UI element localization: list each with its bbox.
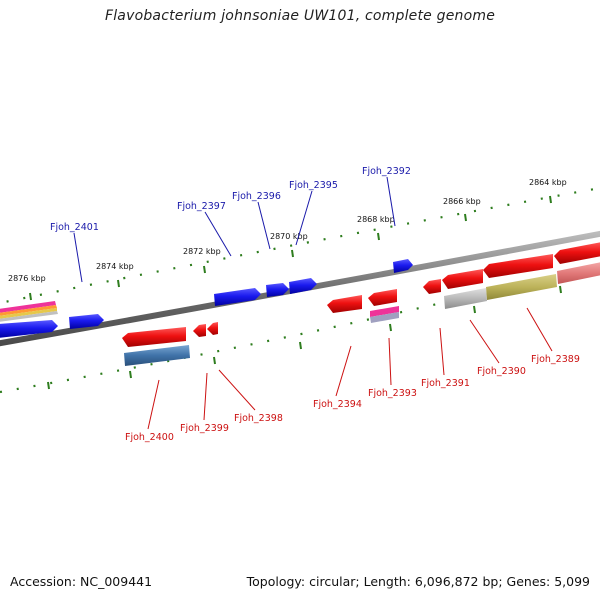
- leader-line: [295, 190, 313, 246]
- leader-line: [388, 337, 392, 386]
- reverse-gene-arrow[interactable]: [442, 269, 483, 289]
- major-tick: [117, 279, 120, 288]
- feature-bands-lower: [124, 262, 600, 366]
- major-tick: [129, 370, 132, 379]
- leader-line: [439, 327, 445, 376]
- forward-gene-arrow[interactable]: [393, 259, 413, 273]
- leader-line: [469, 319, 500, 364]
- major-tick: [213, 356, 216, 365]
- gene-label[interactable]: Fjoh_2390: [477, 366, 526, 377]
- major-tick: [549, 195, 552, 204]
- forward-gene-arrow[interactable]: [0, 320, 58, 338]
- feature-band: [370, 312, 399, 323]
- gene-label[interactable]: Fjoh_2394: [313, 399, 362, 410]
- feature-band: [0, 305, 57, 316]
- gene-label[interactable]: Fjoh_2401: [50, 222, 99, 233]
- reverse-gene-arrow[interactable]: [483, 254, 553, 278]
- reverse-gene-arrow[interactable]: [327, 295, 362, 313]
- major-ticks: [29, 195, 552, 301]
- feature-band: [486, 274, 557, 300]
- map-title: Flavobacterium johnsoniae UW101, complet…: [104, 8, 496, 24]
- major-tick: [464, 213, 467, 222]
- major-tick: [377, 232, 380, 241]
- kbp-label: 2874 kbp: [96, 262, 134, 271]
- gene-label[interactable]: Fjoh_2393: [368, 388, 417, 399]
- kbp-label: 2868 kbp: [357, 215, 395, 224]
- feature-bands-left: [0, 301, 58, 322]
- reverse-gene-arrow[interactable]: [368, 289, 397, 306]
- major-tick: [559, 285, 562, 294]
- kbp-label: 2866 kbp: [443, 197, 481, 206]
- gene-label[interactable]: Fjoh_2392: [362, 166, 411, 177]
- gene-label[interactable]: Fjoh_2400: [125, 432, 174, 443]
- forward-gene-arrow[interactable]: [289, 278, 317, 294]
- leader-line: [386, 176, 396, 227]
- leader-line: [526, 307, 553, 352]
- inner-major-ticks: [47, 285, 562, 390]
- gene-label[interactable]: Fjoh_2389: [531, 354, 580, 365]
- major-tick: [29, 292, 32, 301]
- leader-line: [73, 232, 83, 283]
- major-tick: [473, 305, 476, 314]
- feature-band: [444, 288, 487, 309]
- gene-label[interactable]: Fjoh_2399: [180, 423, 229, 434]
- forward-leader-lines: [73, 176, 396, 283]
- kbp-labels: 2876 kbp 2874 kbp 2872 kbp 2870 kbp 2868…: [8, 178, 567, 283]
- feature-band: [124, 345, 190, 366]
- forward-gene-arrow[interactable]: [69, 314, 104, 329]
- leader-line: [335, 345, 352, 397]
- forward-gene-arrow[interactable]: [266, 283, 289, 297]
- major-tick: [203, 265, 206, 274]
- reverse-gene-labels: Fjoh_2400 Fjoh_2399 Fjoh_2398 Fjoh_2394 …: [125, 354, 580, 443]
- genome-summary-text: Topology: circular; Length: 6,096,872 bp…: [246, 574, 590, 589]
- reverse-leader-lines: [147, 307, 553, 430]
- forward-gene-arrow[interactable]: [214, 288, 261, 306]
- gene-label[interactable]: Fjoh_2397: [177, 201, 226, 212]
- feature-band: [0, 301, 56, 313]
- accession-text: Accession: NC_009441: [10, 574, 153, 589]
- leader-line: [147, 379, 160, 430]
- major-tick: [389, 323, 392, 332]
- reverse-gene-arrow[interactable]: [423, 279, 441, 294]
- kbp-label: 2870 kbp: [270, 232, 308, 241]
- leader-line: [257, 201, 271, 250]
- major-tick: [47, 381, 50, 390]
- major-tick: [291, 249, 294, 258]
- forward-gene-labels: Fjoh_2401 Fjoh_2397 Fjoh_2396 Fjoh_2395 …: [50, 166, 411, 233]
- reverse-gene-arrow[interactable]: [207, 322, 218, 335]
- gene-label[interactable]: Fjoh_2396: [232, 191, 281, 202]
- kbp-label: 2872 kbp: [183, 247, 221, 256]
- feature-band: [557, 262, 600, 284]
- forward-strand-genes: [0, 259, 413, 338]
- reverse-strand-genes: [122, 242, 600, 347]
- feature-band: [0, 308, 57, 319]
- reverse-gene-arrow[interactable]: [193, 324, 206, 337]
- reverse-gene-arrow[interactable]: [122, 327, 186, 347]
- kbp-label: 2864 kbp: [529, 178, 567, 187]
- gene-label[interactable]: Fjoh_2398: [234, 413, 283, 424]
- gene-label[interactable]: Fjoh_2395: [289, 180, 338, 191]
- leader-line: [204, 211, 232, 257]
- feature-band: [0, 311, 58, 322]
- feature-band: [370, 306, 399, 317]
- major-tick: [299, 341, 302, 350]
- leader-line: [218, 369, 256, 411]
- kbp-label: 2876 kbp: [8, 274, 46, 283]
- gene-label[interactable]: Fjoh_2391: [421, 378, 470, 389]
- leader-line: [203, 372, 208, 421]
- reverse-gene-arrow[interactable]: [554, 242, 600, 264]
